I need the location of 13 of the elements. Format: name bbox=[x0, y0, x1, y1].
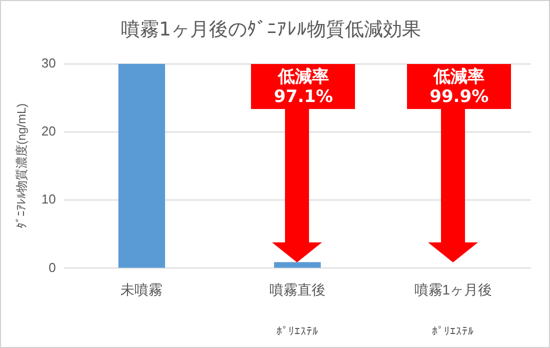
x-tick-label: 未噴霧 bbox=[120, 281, 163, 298]
y-tick-label: 0 bbox=[48, 260, 56, 275]
x-tick-label: 噴霧1ヶ月後 bbox=[414, 281, 492, 298]
chart-title: 噴霧1ヶ月後のﾀﾞﾆｱﾚﾙ物質低減効果 bbox=[120, 18, 422, 40]
y-tick-label: 30 bbox=[41, 55, 56, 70]
y-tick-label: 10 bbox=[41, 192, 56, 207]
y-tick-label: 20 bbox=[41, 124, 56, 139]
x-tick-label: 噴霧直後 bbox=[269, 281, 326, 298]
annotation: 低減率 99.9% bbox=[407, 64, 512, 109]
text: ﾎﾟﾘｴｽﾃﾙ bbox=[432, 325, 474, 338]
annotation: 低減率 97.1% bbox=[251, 64, 356, 109]
y-axis-title: ﾀﾞﾆｱﾚﾙ物質濃度(ng/mL) bbox=[14, 103, 29, 229]
text: ﾎﾟﾘｴｽﾃﾙ bbox=[276, 325, 318, 338]
